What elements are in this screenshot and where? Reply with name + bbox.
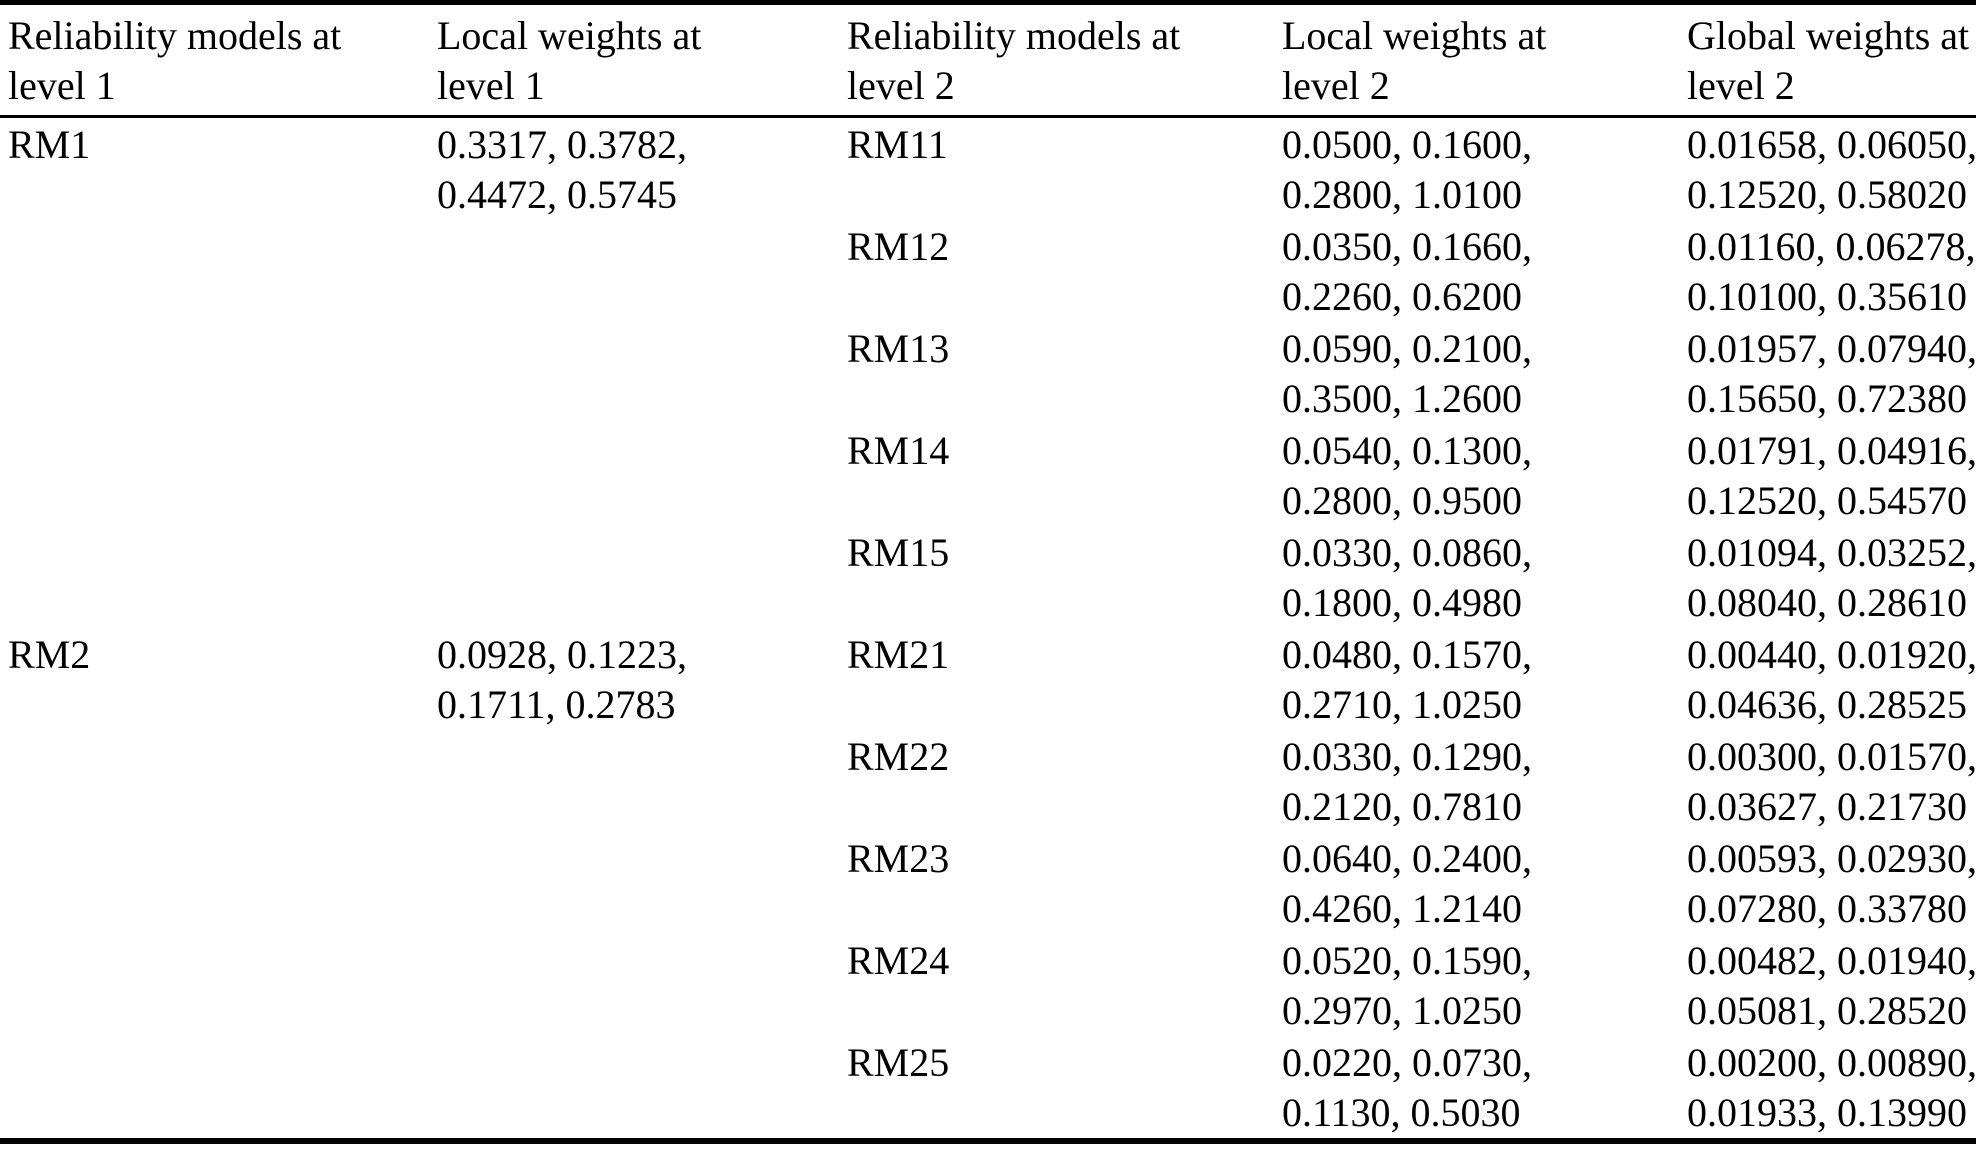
level2-global-weights-rm24: 0.00482, 0.01940, 0.05081, 0.28520	[1687, 938, 1976, 1033]
level2-global-weights-rm13: 0.01957, 0.07940, 0.15650, 0.72380	[1687, 326, 1976, 421]
level1-local-weights-rm2: 0.0928, 0.1223, 0.1711, 0.2783	[437, 632, 687, 727]
level2-global-weights-rm15: 0.01094, 0.03252, 0.08040, 0.28610	[1687, 530, 1976, 625]
level2-global-weights-rm23: 0.00593, 0.02930, 0.07280, 0.33780	[1687, 836, 1976, 931]
col-header-reliability-models-level2: Reliability models at level 2	[847, 2, 1282, 118]
level2-model-rm21: RM21	[847, 632, 950, 677]
table-row: RM12 0.0350, 0.1660, 0.2260, 0.6200 0.01…	[0, 220, 1976, 322]
level2-global-weights-rm12: 0.01160, 0.06278, 0.10100, 0.35610	[1687, 224, 1976, 319]
level2-global-weights-rm14: 0.01791, 0.04916, 0.12520, 0.54570	[1687, 428, 1976, 523]
level1-model-rm1: RM1	[8, 122, 91, 167]
level2-model-rm24: RM24	[847, 938, 950, 983]
level2-local-weights-rm15: 0.0330, 0.0860, 0.1800, 0.4980	[1282, 530, 1532, 625]
level2-local-weights-rm25: 0.0220, 0.0730, 0.1130, 0.5030	[1282, 1040, 1532, 1135]
col-header-reliability-models-level1: Reliability models at level 1	[0, 2, 437, 118]
level1-model-rm2: RM2	[8, 632, 91, 677]
level2-local-weights-rm12: 0.0350, 0.1660, 0.2260, 0.6200	[1282, 224, 1532, 319]
col-header-global-weights-level2: Global weights at level 2	[1687, 2, 1976, 118]
table-row: RM14 0.0540, 0.1300, 0.2800, 0.9500 0.01…	[0, 424, 1976, 526]
level2-global-weights-rm11: 0.01658, 0.06050, 0.12520, 0.58020	[1687, 122, 1976, 217]
table-row: RM25 0.0220, 0.0730, 0.1130, 0.5030 0.00…	[0, 1036, 1976, 1141]
level2-local-weights-rm22: 0.0330, 0.1290, 0.2120, 0.7810	[1282, 734, 1532, 829]
level2-global-weights-rm25: 0.00200, 0.00890, 0.01933, 0.13990	[1687, 1040, 1976, 1135]
level2-local-weights-rm24: 0.0520, 0.1590, 0.2970, 1.0250	[1282, 938, 1532, 1033]
header-row: Reliability models at level 1 Local weig…	[0, 2, 1976, 118]
level2-model-rm22: RM22	[847, 734, 950, 779]
level2-model-rm11: RM11	[847, 122, 948, 167]
table-row: RM23 0.0640, 0.2400, 0.4260, 1.2140 0.00…	[0, 832, 1976, 934]
level2-local-weights-rm23: 0.0640, 0.2400, 0.4260, 1.2140	[1282, 836, 1532, 931]
table-row: RM22 0.0330, 0.1290, 0.2120, 0.7810 0.00…	[0, 730, 1976, 832]
level2-model-rm13: RM13	[847, 326, 950, 371]
level2-model-rm23: RM23	[847, 836, 950, 881]
level1-local-weights-rm1: 0.3317, 0.3782, 0.4472, 0.5745	[437, 122, 687, 217]
level2-local-weights-rm11: 0.0500, 0.1600, 0.2800, 1.0100	[1282, 122, 1532, 217]
level2-model-rm25: RM25	[847, 1040, 950, 1085]
level2-model-rm12: RM12	[847, 224, 950, 269]
table-row: RM2 0.0928, 0.1223, 0.1711, 0.2783 RM21 …	[0, 628, 1976, 730]
table-row: RM24 0.0520, 0.1590, 0.2970, 1.0250 0.00…	[0, 934, 1976, 1036]
level2-model-rm14: RM14	[847, 428, 950, 473]
level2-local-weights-rm21: 0.0480, 0.1570, 0.2710, 1.0250	[1282, 632, 1532, 727]
table-row: RM15 0.0330, 0.0860, 0.1800, 0.4980 0.01…	[0, 526, 1976, 628]
table-row: RM13 0.0590, 0.2100, 0.3500, 1.2600 0.01…	[0, 322, 1976, 424]
level2-global-weights-rm21: 0.00440, 0.01920, 0.04636, 0.28525	[1687, 632, 1976, 727]
level2-model-rm15: RM15	[847, 530, 950, 575]
col-header-local-weights-level2: Local weights at level 2	[1282, 2, 1687, 118]
table-row: RM1 0.3317, 0.3782, 0.4472, 0.5745 RM11 …	[0, 117, 1976, 221]
level2-local-weights-rm13: 0.0590, 0.2100, 0.3500, 1.2600	[1282, 326, 1532, 421]
level2-local-weights-rm14: 0.0540, 0.1300, 0.2800, 0.9500	[1282, 428, 1532, 523]
level2-global-weights-rm22: 0.00300, 0.01570, 0.03627, 0.21730	[1687, 734, 1976, 829]
col-header-local-weights-level1: Local weights at level 1	[437, 2, 847, 118]
